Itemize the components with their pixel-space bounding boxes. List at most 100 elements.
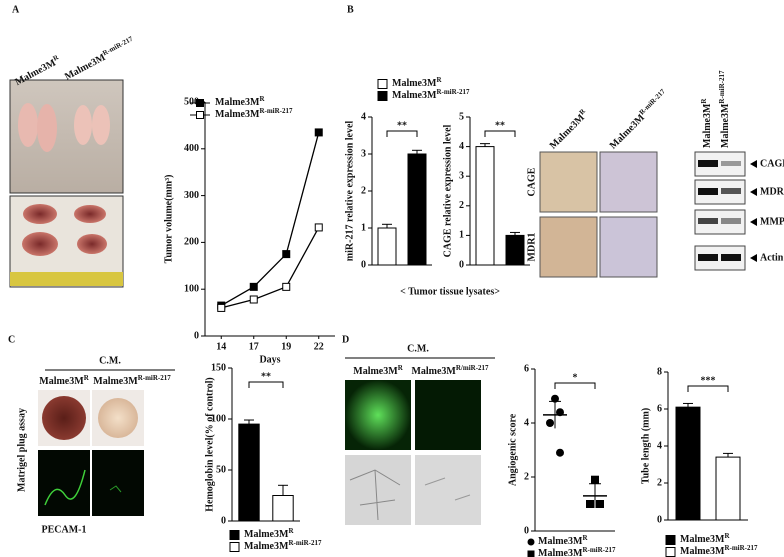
- column-label: Malme3MR: [700, 98, 714, 148]
- bar: [715, 456, 741, 521]
- legend-label: Malme3MR-miR-217: [244, 539, 322, 553]
- point: [591, 475, 599, 484]
- header: C.M.: [99, 355, 121, 366]
- photo-label-main: Malme3M: [63, 52, 108, 83]
- legend-label-sup: R-miR-217: [436, 88, 470, 96]
- column-label: Malme3MR: [546, 106, 591, 151]
- panel-letter: D: [342, 334, 349, 345]
- y-tick-label: 150: [211, 362, 226, 373]
- mouse: [18, 103, 38, 147]
- column-label: Malme3MR/miR-217: [411, 364, 489, 378]
- legend-label: Malme3MR-miR-217: [680, 544, 758, 557]
- legend-swatch: [377, 79, 388, 89]
- bottom-label: PECAM-1: [42, 524, 87, 535]
- legend-label: Malme3MR: [215, 95, 265, 109]
- significance: *: [573, 372, 578, 383]
- series-line: [221, 227, 320, 309]
- y-tick-label: 4: [657, 440, 662, 451]
- point: [282, 282, 291, 291]
- legend-label: Malme3MR-miR-217: [538, 546, 616, 557]
- column-label: Malme3MR: [39, 374, 89, 388]
- bar: [238, 423, 260, 522]
- arrow: [750, 254, 757, 262]
- panel-letter: B: [347, 4, 354, 15]
- y-axis-label: miR-217 relative expression level: [344, 121, 355, 262]
- plug: [98, 398, 138, 438]
- y-tick-label: 8: [657, 366, 662, 377]
- column-label-main: Malme3M: [411, 366, 456, 377]
- legend-label-main: Malme3M: [538, 548, 583, 557]
- mouse: [37, 104, 57, 152]
- error-bar: [723, 452, 733, 458]
- legend-label: Malme3MR: [680, 532, 730, 546]
- y-tick-label: 0: [194, 330, 199, 341]
- y-axis-label: CAGE relative expression level: [442, 124, 453, 257]
- x-tick-label: 17: [249, 341, 259, 352]
- arrow: [750, 160, 757, 168]
- y-tick-label: 100: [184, 283, 199, 294]
- legend-label-main: Malme3M: [244, 529, 289, 540]
- column-label-main: Malme3M: [702, 103, 713, 148]
- legend-label-main: Malme3M: [392, 78, 437, 89]
- x-axis-label: Days: [259, 354, 280, 365]
- column-label-sup: R: [577, 106, 587, 116]
- legend-label-sup: R-miR-217: [582, 546, 616, 554]
- row-label: MDR 1: [760, 186, 784, 197]
- significance-bracket: [248, 381, 284, 388]
- legend-label-sup: R-miR-217: [288, 539, 322, 547]
- legend-label-sup: R-miR-217: [259, 107, 293, 115]
- tube: [424, 477, 471, 501]
- significance: **: [261, 371, 271, 382]
- column-label-sup: R: [84, 374, 90, 382]
- legend-marker: [527, 550, 535, 557]
- y-tick-label: 200: [184, 237, 199, 248]
- error-bar: [382, 223, 392, 228]
- legend-label-main: Malme3M: [244, 541, 289, 552]
- y-tick-label: 100: [211, 413, 226, 424]
- y-tick-label: 0: [524, 525, 529, 536]
- significance-bracket: [687, 385, 729, 392]
- legend-label-main: Malme3M: [680, 546, 725, 557]
- point: [314, 128, 323, 137]
- legend-label-main: Malme3M: [680, 534, 725, 545]
- column-label: Malme3MR-miR-217: [718, 70, 732, 148]
- column-label: Malme3MR: [353, 364, 403, 378]
- y-tick-label: 5: [459, 111, 464, 122]
- photos: [9, 79, 757, 525]
- x-tick-label: 19: [281, 341, 291, 352]
- y-axis-label: Angiogenic score: [507, 413, 518, 486]
- y-tick-label: 2: [524, 471, 529, 482]
- row-label: MMP-2: [760, 216, 784, 227]
- legend-label-sup: R-miR-217: [724, 544, 758, 552]
- legend-label-sup: R: [259, 95, 265, 103]
- y-tick-label: 0: [657, 514, 662, 525]
- legend-swatch: [665, 547, 676, 557]
- tumor: [77, 234, 107, 254]
- fluorescence-image: [345, 380, 411, 450]
- row-label: CAGE: [760, 158, 784, 169]
- significance: ***: [701, 375, 716, 386]
- series-line: [220, 132, 320, 307]
- bar: [377, 227, 397, 266]
- y-tick-label: 4: [459, 141, 464, 152]
- y-tick-label: 2: [459, 200, 464, 211]
- y-axis-label: Tumor volume(mm³): [163, 175, 174, 264]
- column-label-sup: R/miR-217: [456, 364, 489, 372]
- arrow: [750, 188, 757, 196]
- photo-label-sup: R: [51, 53, 60, 63]
- blot-band: [698, 254, 718, 261]
- column-label: Malme3MR-miR-217: [93, 374, 171, 388]
- legend-marker: [527, 538, 535, 546]
- legend-marker: [196, 111, 204, 119]
- y-tick-label: 300: [184, 190, 199, 201]
- column-label-sup: R: [700, 98, 708, 104]
- blot-band: [698, 218, 718, 224]
- column-label-main: Malme3M: [39, 376, 84, 387]
- blot-band: [721, 218, 741, 224]
- x-axis-label: < Tumor tissue lysates>: [400, 286, 500, 297]
- bar: [475, 146, 495, 266]
- point: [586, 500, 594, 508]
- side-label: Matrigel plug assay: [16, 408, 27, 492]
- arrows: [750, 160, 757, 262]
- tube: [349, 469, 401, 521]
